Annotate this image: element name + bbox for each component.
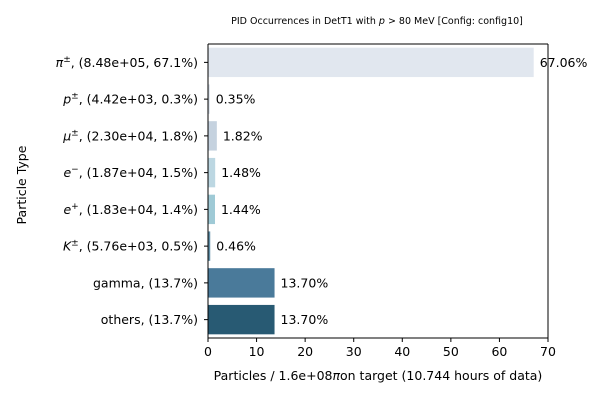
data-label: 0.35%: [216, 92, 256, 107]
y-tick-label: e+, (1.83e+04, 1.4%): [63, 202, 198, 217]
y-axis-label: Particle Type: [14, 145, 29, 224]
x-tick-label: 30: [346, 344, 362, 359]
bar: [208, 304, 275, 335]
data-label: 13.70%: [281, 312, 329, 327]
y-tick-label: π±, (8.48e+05, 67.1%): [56, 55, 198, 70]
data-label: 13.70%: [281, 275, 329, 290]
x-tick-label: 70: [540, 344, 556, 359]
x-axis-label: Particles / 1.6e+08πon target (10.744 ho…: [214, 368, 543, 383]
x-tick-label: 10: [249, 344, 265, 359]
x-tick-label: 50: [443, 344, 459, 359]
bar: [208, 231, 211, 261]
chart-title: PID Occurrences in DetT1 with p > 80 MeV…: [231, 16, 523, 27]
y-tick-label: K±, (5.76e+03, 0.5%): [63, 239, 198, 254]
y-tick-label: others, (13.7%): [101, 312, 198, 327]
bar: [208, 84, 210, 114]
y-tick-label: p±, (4.42e+03, 0.3%): [62, 92, 198, 107]
data-label: 67.06%: [540, 55, 588, 70]
y-tick-label: gamma, (13.7%): [93, 275, 198, 290]
y-tick-label: e−, (1.87e+04, 1.5%): [63, 165, 198, 180]
bar: [208, 157, 216, 188]
bar: [208, 194, 215, 225]
data-label: 1.48%: [221, 165, 261, 180]
data-label: 0.46%: [216, 239, 256, 254]
data-label: 1.82%: [223, 128, 263, 143]
plot-area: 67.06% π±, (8.48e+05, 67.1%) 0.35% p±, (4.4…: [56, 43, 588, 359]
y-tick-label: μ±, (2.30e+04, 1.8%): [62, 128, 198, 143]
x-tick-label: 20: [297, 344, 313, 359]
bar: [208, 121, 217, 151]
x-tick-label: 40: [394, 344, 410, 359]
x-tick-label: 60: [491, 344, 507, 359]
bar: [208, 47, 534, 78]
x-tick-label: 0: [204, 344, 212, 359]
data-label: 1.44%: [221, 202, 261, 217]
bar: [208, 268, 275, 298]
